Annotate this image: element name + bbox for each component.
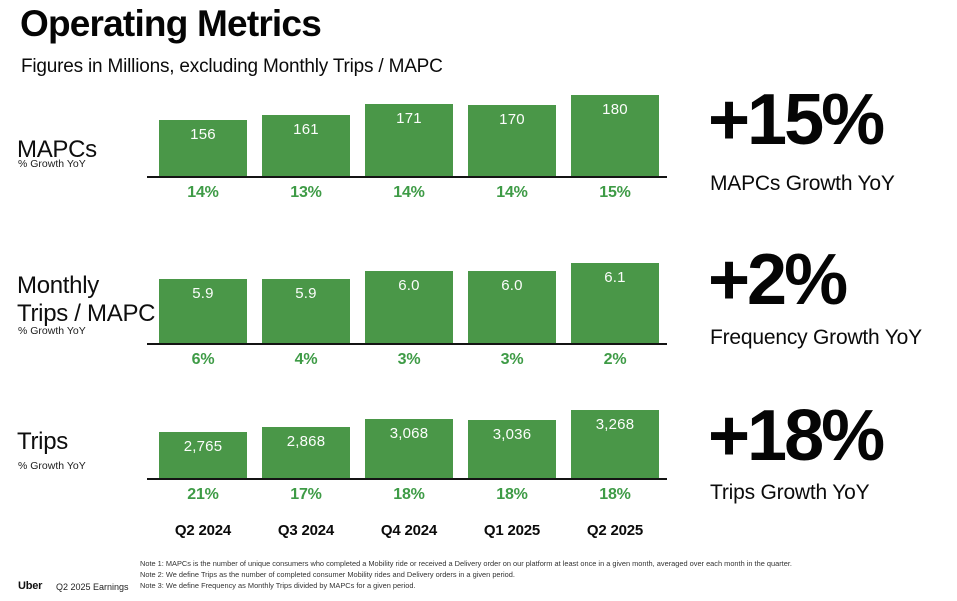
bar: 3,036 [468, 420, 556, 478]
bar-value-label: 6.1 [604, 269, 626, 286]
bar-value-label: 156 [190, 126, 216, 143]
bar: 5.9 [159, 279, 247, 343]
bar-value-label: 3,068 [389, 425, 429, 442]
metric-sublabel-mapcs: % Growth YoY [18, 158, 86, 170]
x-axis-label: Q1 2025 [483, 522, 541, 539]
x-axis-label: Q2 2024 [174, 522, 232, 539]
bar: 2,868 [262, 427, 350, 478]
bar-value-label: 6.0 [501, 277, 523, 294]
metric-sublabel-frequency: % Growth YoY [18, 325, 86, 337]
bar-value-label: 2,868 [286, 433, 326, 450]
metric-name-frequency: Monthly Trips / MAPC [17, 272, 156, 328]
callout-label-trips: Trips Growth YoY [710, 481, 870, 504]
bar-value-label: 5.9 [192, 285, 214, 302]
footer-note: Note 1: MAPCs is the number of unique co… [140, 559, 792, 568]
uber-logo: Uber [18, 580, 43, 592]
bar: 3,068 [365, 419, 453, 478]
bar-chart-trips: 2,765 21% 2,868 17% 3,068 18% 3,036 18% 3,268 18% [147, 378, 667, 508]
footer-notes: Note 1: MAPCs is the number of unique co… [140, 558, 940, 591]
growth-label: 14% [496, 184, 528, 201]
callout-value-trips: +18% [708, 396, 885, 476]
growth-label: 18% [599, 486, 631, 503]
x-axis-line [147, 343, 667, 345]
bar: 5.9 [262, 279, 350, 343]
growth-label: 2% [603, 351, 627, 368]
growth-label: 13% [290, 184, 322, 201]
bar: 6.0 [468, 271, 556, 343]
bar: 2,765 [159, 432, 247, 478]
bar-value-label: 6.0 [398, 277, 420, 294]
bar: 170 [468, 105, 556, 176]
bar: 180 [571, 95, 659, 176]
bar-value-label: 5.9 [295, 285, 317, 302]
growth-label: 14% [187, 184, 219, 201]
bar-value-label: 3,268 [595, 416, 635, 433]
callout-label-frequency: Frequency Growth YoY [710, 326, 922, 349]
growth-label: 3% [500, 351, 524, 368]
bar-value-label: 3,036 [492, 426, 532, 443]
bar-chart-frequency: 5.9 6% 5.9 4% 6.0 3% 6.0 3% 6.1 2% [147, 243, 667, 373]
growth-label: 4% [294, 351, 318, 368]
x-axis-label: Q3 2024 [277, 522, 335, 539]
metric-name-trips: Trips [17, 428, 68, 455]
metric-name-mapcs: MAPCs [17, 136, 97, 163]
bar-value-label: 2,765 [183, 438, 223, 455]
growth-label: 17% [290, 486, 322, 503]
growth-label: 18% [393, 486, 425, 503]
page-title: Operating Metrics [20, 3, 322, 44]
callout-label-mapcs: MAPCs Growth YoY [710, 172, 895, 195]
callout-value-mapcs: +15% [708, 80, 885, 160]
bar: 6.0 [365, 271, 453, 343]
bar-value-label: 171 [396, 110, 422, 127]
x-axis-label: Q2 2025 [586, 522, 644, 539]
bar-value-label: 161 [293, 121, 319, 138]
growth-label: 14% [393, 184, 425, 201]
growth-label: 15% [599, 184, 631, 201]
x-axis-line [147, 176, 667, 178]
bar: 3,268 [571, 410, 659, 478]
bar: 171 [365, 104, 453, 176]
x-axis-line [147, 478, 667, 480]
bar-chart-mapcs: 156 14% 161 13% 171 14% 170 14% 180 15% [147, 76, 667, 206]
metric-sublabel-trips: % Growth YoY [18, 460, 86, 472]
bar: 156 [159, 120, 247, 176]
growth-label: 21% [187, 486, 219, 503]
footer-note: Note 3: We define Frequency as Monthly T… [140, 581, 416, 590]
footer-context: Q2 2025 Earnings [56, 582, 129, 592]
footer-note: Note 2: We define Trips as the number of… [140, 570, 515, 579]
bar: 6.1 [571, 263, 659, 343]
bar: 161 [262, 115, 350, 176]
bar-value-label: 180 [602, 101, 628, 118]
growth-label: 18% [496, 486, 528, 503]
growth-label: 6% [191, 351, 215, 368]
bar-value-label: 170 [499, 111, 525, 128]
page-subtitle: Figures in Millions, excluding Monthly T… [21, 56, 443, 77]
callout-value-frequency: +2% [708, 240, 848, 320]
x-axis-label: Q4 2024 [380, 522, 438, 539]
growth-label: 3% [397, 351, 421, 368]
